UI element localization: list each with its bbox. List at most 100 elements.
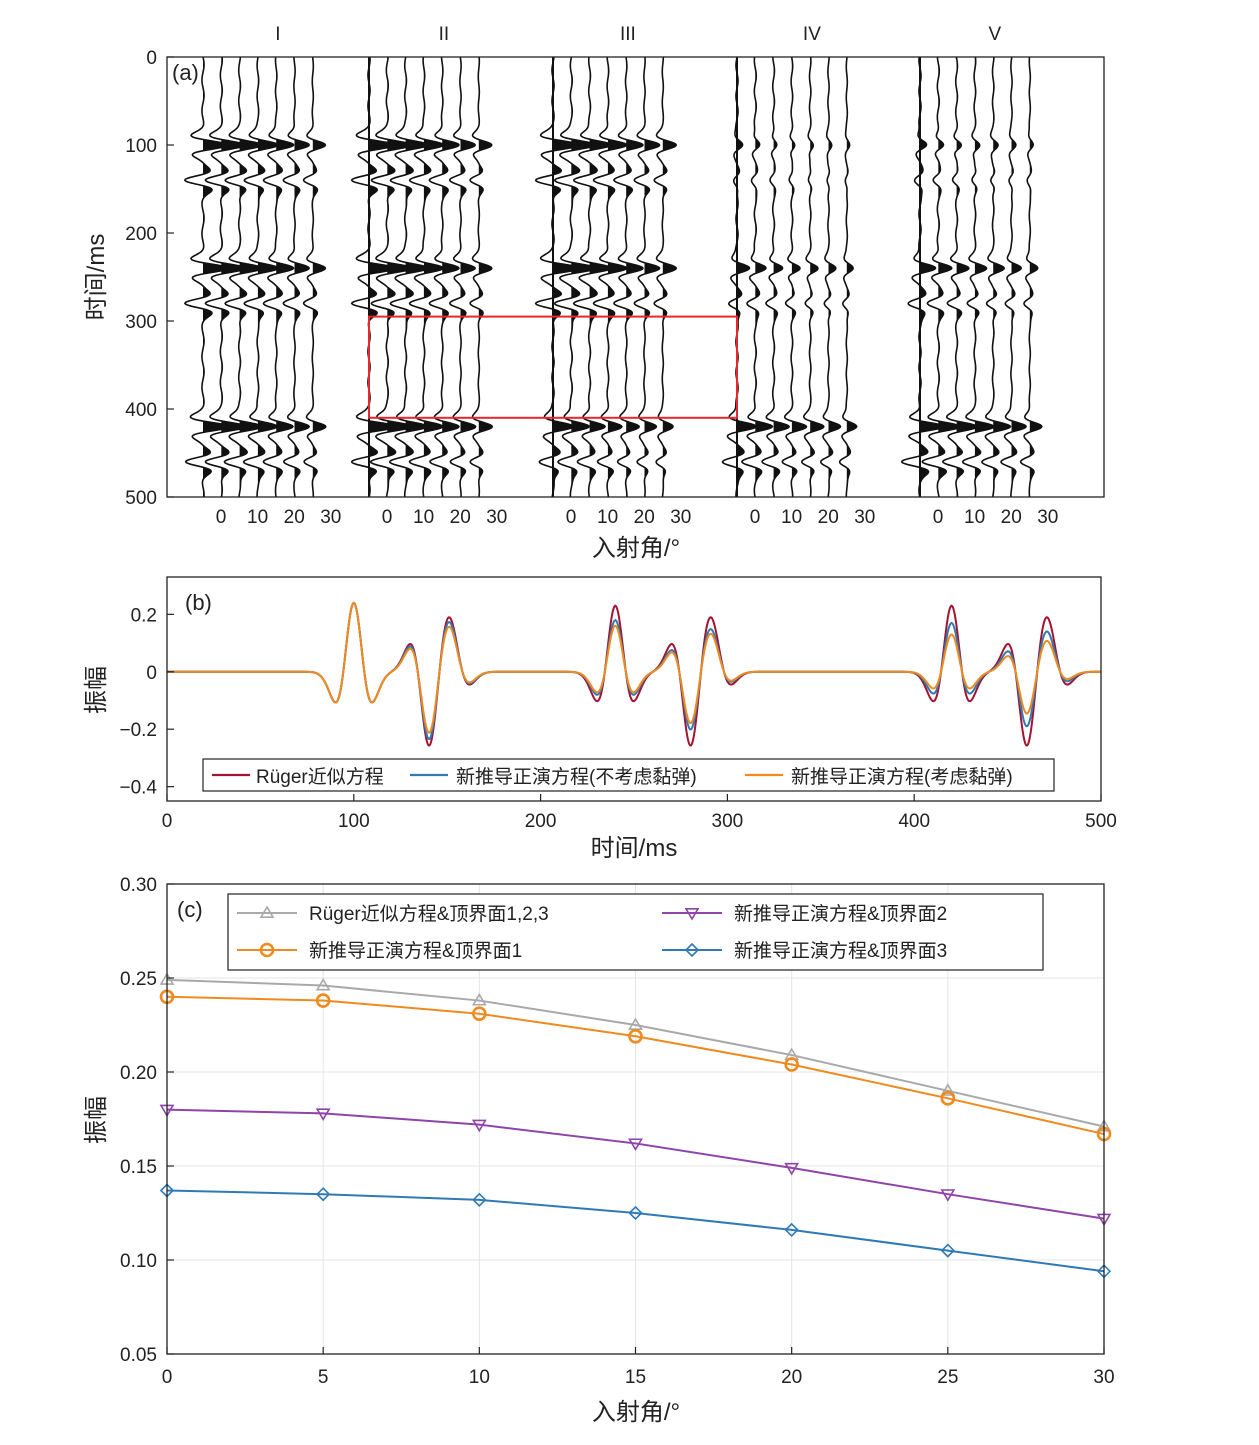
panel-b-ylabel: 振幅: [83, 666, 110, 714]
gather-I-trace-fill-10: [239, 57, 263, 497]
panel-a-gather-labels: I II III IV V: [275, 24, 1001, 45]
panel-c-ytick-label-5: 0.30: [120, 875, 157, 896]
gather-IV-angle-tick-30: 30: [854, 507, 875, 528]
gather-III-trace-10: [572, 56, 613, 498]
gather-V-trace-30: [1019, 56, 1043, 498]
legend-c-swatch-marker-3: [259, 942, 275, 958]
panel-c-ytick-label-3: 0.20: [120, 1063, 157, 1084]
panel-c-xtick-label-0: 0: [162, 1367, 173, 1388]
panel-b-xtick-label-100: 100: [338, 811, 370, 832]
gather-I-angle-tick-0: 0: [216, 507, 227, 528]
gather-II-trace-10: [388, 56, 430, 498]
gather-I-trace-5: [204, 56, 248, 498]
panel-a-y-ticks: 0 100 200 300 400 500: [125, 48, 174, 509]
gather-III-trace-0: [534, 56, 582, 498]
panel-a-ytick-label-0: 0: [146, 48, 157, 69]
gather-IV-trace-fill-20: [810, 57, 824, 497]
gather-II-trace-0: [350, 56, 398, 498]
gather-IV-trace-0: [721, 56, 758, 498]
legend-c-swatch-marker-1: [259, 905, 275, 919]
gather-I-trace-fill-25: [294, 57, 310, 497]
panel-c-label: (c): [177, 897, 203, 922]
gather-II-trace-20: [428, 56, 460, 498]
panel-c-legend: Rüger近似方程&顶界面1,2,3 新推导正演方程&顶界面2 新推导正演方程&顶界…: [227, 893, 1044, 971]
panel-c-x-ticks: 0 5 10 15 20 25 30: [162, 1347, 1115, 1388]
gather-II-trace-fill-5: [387, 57, 413, 497]
gather-III-trace-fill-15: [607, 57, 627, 497]
panel-c-series-3-point-15: [628, 1028, 643, 1044]
legend-b-label-2: 新推导正演方程(不考虑黏弹): [456, 766, 697, 788]
gather-II-angle-tick-10: 10: [413, 507, 434, 528]
legend-c-swatch-marker-2: [684, 907, 700, 921]
gather-I-trace-10: [223, 56, 264, 498]
gather-label-V: V: [989, 24, 1002, 45]
legend-b-label-3: 新推导正演方程(考虑黏弹): [791, 766, 1013, 788]
gather-IV-angle-tick-20: 20: [818, 507, 839, 528]
gather-label-II: II: [439, 24, 450, 45]
panel-c-series-3-point-5: [315, 993, 331, 1008]
panel-a-ytick-label-500: 500: [125, 488, 157, 509]
gather-label-IV: IV: [803, 24, 821, 45]
panel-c-series-2-point-25: [940, 1189, 956, 1202]
panel-c-series-2-point-20: [784, 1162, 800, 1176]
panel-c-xtick-label-15: 15: [625, 1367, 646, 1388]
panel-b-axes-frame: [166, 576, 1102, 802]
panel-c-series-4-point-10: [472, 1192, 487, 1207]
gather-V-angle-tick-10: 10: [964, 507, 985, 528]
gather-III-angle-tick-0: 0: [566, 507, 577, 528]
gather-III-trace-5: [553, 56, 598, 498]
panel-b-ytick-label-0: −0.4: [119, 778, 157, 799]
gather-IV-trace-fill-10: [773, 57, 790, 497]
panel-c-series-3-point-10: [472, 1006, 487, 1022]
panel-c-series-1-point-25: [940, 1083, 956, 1096]
panel-c-series-3-point-25: [940, 1091, 956, 1106]
gather-II-trace-15: [408, 56, 445, 498]
gather-III-trace-20: [613, 56, 644, 498]
gather-label-I: I: [275, 24, 280, 45]
panel-c-ytick-label-2: 0.15: [120, 1157, 157, 1178]
gather-IV-trace-fill-5: [755, 57, 773, 497]
gather-V-trace-fill-25: [1011, 57, 1027, 497]
gather-II-trace-fill-30: [478, 57, 493, 497]
gather-V-trace-20: [981, 56, 1012, 498]
gather-IV-angle-tick-0: 0: [750, 507, 761, 528]
legend-c-label-1: Rüger近似方程&顶界面1,2,3: [309, 903, 549, 925]
panel-c-series-1-point-5: [315, 977, 331, 991]
gather-V-trace-25: [1000, 56, 1027, 498]
panel-b-legend: Rüger近似方程 新推导正演方程(不考虑黏弹) 新推导正演方程(考虑黏弹): [202, 758, 1055, 792]
gather-I-trace-25: [282, 56, 311, 498]
gather-III-trace-25: [633, 56, 661, 498]
panel-a-ylabel: 时间/ms: [83, 234, 110, 321]
gather-I-trace-15: [242, 56, 280, 498]
gather-I-angle-tick-10: 10: [247, 507, 268, 528]
gather-V-trace-fill-20: [993, 57, 1011, 497]
panel-b-xtick-label-0: 0: [162, 811, 173, 832]
legend-b-label-1: Rüger近似方程: [256, 766, 384, 788]
panel-c-ytick-label-0: 0.05: [120, 1345, 157, 1366]
panel-a-wiggle-traces: [183, 56, 1043, 498]
gather-II-trace-fill-15: [423, 57, 444, 497]
panel-a-angle-ticks: 0 10 20 30 0 10 20 30 0 10 20 30 0 10 20 30 0 10 20 30: [216, 507, 1059, 528]
gather-IV-trace-fill-15: [791, 57, 807, 497]
panel-b-y-ticks: −0.4 −0.2 0 0.2: [119, 605, 174, 799]
panel-c-legend-box: [227, 893, 1044, 971]
panel-b-x-ticks: 0 100 200 300 400 500: [162, 794, 1117, 832]
legend-c-label-3: 新推导正演方程&顶界面1: [309, 940, 522, 962]
gather-I-trace-fill-20: [276, 57, 294, 497]
panel-c-ytick-label-1: 0.10: [120, 1251, 157, 1272]
panel-b-xtick-label-400: 400: [898, 811, 930, 832]
gather-IV-angle-tick-10: 10: [781, 507, 802, 528]
panel-b-ytick-label-1: −0.2: [119, 720, 157, 741]
panel-b-series-lines: [167, 601, 1101, 747]
panel-c-series-line-2: [166, 1108, 1105, 1220]
panel-b-series-line-3: [167, 601, 1101, 734]
panel-c-xtick-label-25: 25: [937, 1367, 958, 1388]
gather-I-angle-tick-30: 30: [320, 507, 341, 528]
panel-c-series-line-1: [166, 978, 1105, 1128]
gather-V-trace-10: [941, 56, 979, 498]
gather-III-trace-fill-20: [626, 57, 643, 497]
gather-V-trace-fill-0: [920, 57, 944, 497]
gather-II-angle-tick-20: 20: [450, 507, 471, 528]
